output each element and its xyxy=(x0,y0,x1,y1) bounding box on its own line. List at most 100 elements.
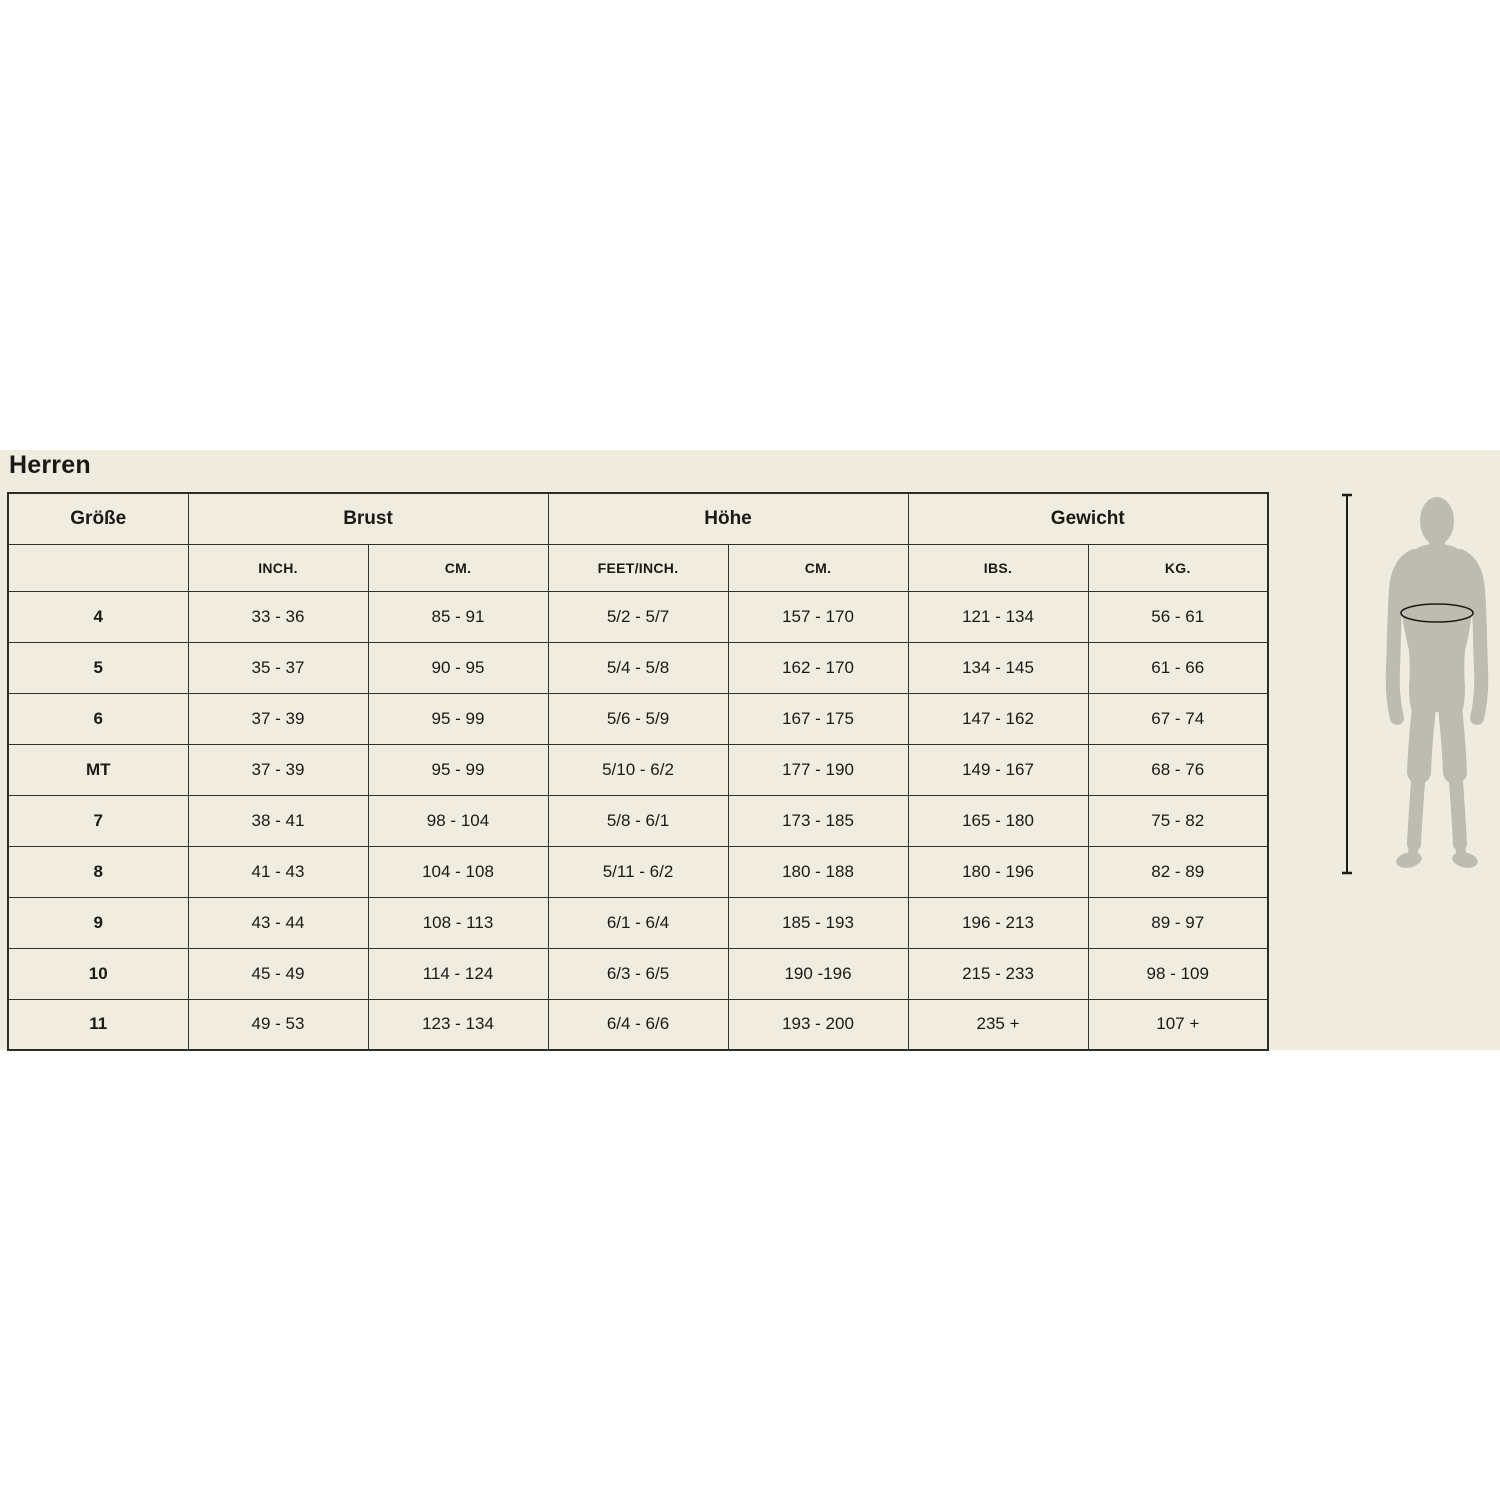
size-cell: 8 xyxy=(7,845,189,898)
sub-header-kg: KG. xyxy=(1087,543,1269,592)
table-cell: 167 - 175 xyxy=(727,692,909,745)
table-cell: 68 - 76 xyxy=(1087,743,1269,796)
sub-header-ibs: IBS. xyxy=(907,543,1089,592)
table-row: 9 43 - 44 108 - 113 6/1 - 6/4 185 - 193 196 -… xyxy=(7,896,1269,949)
table-cell: 5/2 - 5/7 xyxy=(547,590,729,643)
size-table: Größe Brust Höhe Gewicht INCH. CM. FEET/… xyxy=(7,492,1269,1051)
silhouette-right-ankle xyxy=(1455,835,1466,859)
silhouette-right-arm xyxy=(1453,549,1489,725)
table-row: 10 45 - 49 114 - 124 6/3 - 6/5 190 -196 215 -… xyxy=(7,947,1269,1000)
table-cell: 190 -196 xyxy=(727,947,909,1000)
table-cell: 147 - 162 xyxy=(907,692,1089,745)
table-cell: 37 - 39 xyxy=(187,743,369,796)
sub-header-feet-inch: FEET/INCH. xyxy=(547,543,729,592)
table-cell: 43 - 44 xyxy=(187,896,369,949)
size-cell: 6 xyxy=(7,692,189,745)
table-cell: 37 - 39 xyxy=(187,692,369,745)
size-cell: 5 xyxy=(7,641,189,694)
table-cell: 41 - 43 xyxy=(187,845,369,898)
table-cell: 180 - 188 xyxy=(727,845,909,898)
silhouette-right-calf xyxy=(1448,761,1467,851)
table-cell: 5/10 - 6/2 xyxy=(547,743,729,796)
sub-header-row: INCH. CM. FEET/INCH. CM. IBS. KG. xyxy=(7,543,1269,592)
table-cell: 82 - 89 xyxy=(1087,845,1269,898)
table-cell: 180 - 196 xyxy=(907,845,1089,898)
table-cell: 6/3 - 6/5 xyxy=(547,947,729,1000)
table-row: 8 41 - 43 104 - 108 5/11 - 6/2 180 - 188 180 … xyxy=(7,845,1269,898)
table-cell: 90 - 95 xyxy=(367,641,549,694)
silhouette-torso xyxy=(1401,544,1473,712)
silhouette-head xyxy=(1420,497,1454,545)
sub-header-inch: INCH. xyxy=(187,543,369,592)
table-cell: 49 - 53 xyxy=(187,998,369,1051)
table-cell: 177 - 190 xyxy=(727,743,909,796)
table-row: 6 37 - 39 95 - 99 5/6 - 5/9 167 - 175 147 - 1… xyxy=(7,692,1269,745)
table-cell: 104 - 108 xyxy=(367,845,549,898)
table-cell: 6/4 - 6/6 xyxy=(547,998,729,1051)
silhouette-left-arm xyxy=(1385,549,1421,725)
table-cell: 123 - 134 xyxy=(367,998,549,1051)
silhouette-left-calf xyxy=(1407,761,1426,851)
table-cell: 235 + xyxy=(907,998,1089,1051)
column-group-row: Größe Brust Höhe Gewicht xyxy=(7,492,1269,545)
size-table-body: 4 33 - 36 85 - 91 5/2 - 5/7 157 - 170 121 - 1… xyxy=(7,590,1269,1051)
silhouette-left-ankle xyxy=(1408,835,1419,859)
table-cell: 67 - 74 xyxy=(1087,692,1269,745)
table-cell: 45 - 49 xyxy=(187,947,369,1000)
table-cell: 98 - 104 xyxy=(367,794,549,847)
table-cell: 95 - 99 xyxy=(367,692,549,745)
size-cell: 7 xyxy=(7,794,189,847)
table-cell: 173 - 185 xyxy=(727,794,909,847)
table-cell: 89 - 97 xyxy=(1087,896,1269,949)
male-body-silhouette xyxy=(1385,497,1489,868)
size-cell: 4 xyxy=(7,590,189,643)
page-title: Herren xyxy=(9,451,91,479)
table-cell: 165 - 180 xyxy=(907,794,1089,847)
table-row: MT 37 - 39 95 - 99 5/10 - 6/2 177 - 190 149 -… xyxy=(7,743,1269,796)
table-cell: 196 - 213 xyxy=(907,896,1089,949)
table-cell: 149 - 167 xyxy=(907,743,1089,796)
table-cell: 121 - 134 xyxy=(907,590,1089,643)
table-cell: 5/4 - 5/8 xyxy=(547,641,729,694)
column-header-hoehe: Höhe xyxy=(547,492,909,545)
table-cell: 157 - 170 xyxy=(727,590,909,643)
table-cell: 114 - 124 xyxy=(367,947,549,1000)
sub-header-cm-chest: CM. xyxy=(367,543,549,592)
table-cell: 95 - 99 xyxy=(367,743,549,796)
sub-header-empty xyxy=(7,543,189,592)
table-row: 5 35 - 37 90 - 95 5/4 - 5/8 162 - 170 134 - 1… xyxy=(7,641,1269,694)
table-row: 7 38 - 41 98 - 104 5/8 - 6/1 173 - 185 165 - … xyxy=(7,794,1269,847)
figure-zone xyxy=(1332,490,1500,885)
silhouette-left-foot xyxy=(1396,852,1422,868)
chest-measurement-ellipse xyxy=(1400,603,1474,623)
table-cell: 108 - 113 xyxy=(367,896,549,949)
table-cell: 5/6 - 5/9 xyxy=(547,692,729,745)
table-cell: 56 - 61 xyxy=(1087,590,1269,643)
table-cell: 33 - 36 xyxy=(187,590,369,643)
size-table-container: Größe Brust Höhe Gewicht INCH. CM. FEET/… xyxy=(7,492,1269,1051)
sub-header-cm-height: CM. xyxy=(727,543,909,592)
table-cell: 185 - 193 xyxy=(727,896,909,949)
size-cell: 10 xyxy=(7,947,189,1000)
table-cell: 85 - 91 xyxy=(367,590,549,643)
size-cell: 9 xyxy=(7,896,189,949)
column-header-gewicht: Gewicht xyxy=(907,492,1269,545)
table-cell: 6/1 - 6/4 xyxy=(547,896,729,949)
silhouette-right-foot xyxy=(1452,852,1478,868)
height-measurement-line xyxy=(1342,493,1352,875)
table-cell: 38 - 41 xyxy=(187,794,369,847)
column-header-groesse: Größe xyxy=(7,492,189,545)
table-row: 11 49 - 53 123 - 134 6/4 - 6/6 193 - 200 235 … xyxy=(7,998,1269,1051)
table-cell: 5/8 - 6/1 xyxy=(547,794,729,847)
table-cell: 35 - 37 xyxy=(187,641,369,694)
table-cell: 98 - 109 xyxy=(1087,947,1269,1000)
size-cell: MT xyxy=(7,743,189,796)
column-header-brust: Brust xyxy=(187,492,549,545)
table-cell: 134 - 145 xyxy=(907,641,1089,694)
table-cell: 61 - 66 xyxy=(1087,641,1269,694)
table-cell: 107 + xyxy=(1087,998,1269,1051)
table-cell: 75 - 82 xyxy=(1087,794,1269,847)
table-cell: 193 - 200 xyxy=(727,998,909,1051)
table-cell: 5/11 - 6/2 xyxy=(547,845,729,898)
table-row: 4 33 - 36 85 - 91 5/2 - 5/7 157 - 170 121 - 1… xyxy=(7,590,1269,643)
